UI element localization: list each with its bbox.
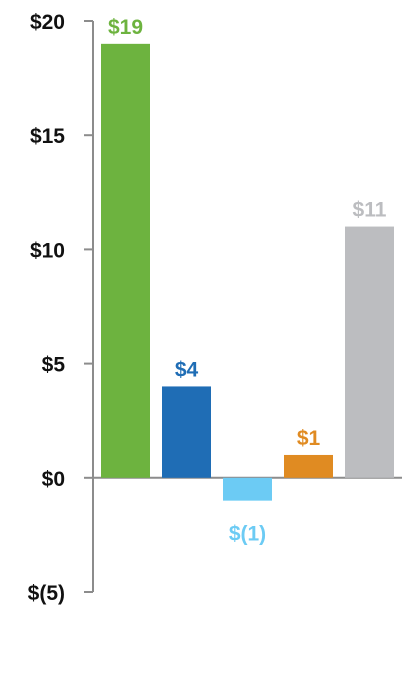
bar [101,43,150,478]
bar [345,226,394,478]
bar-value-label: $(1) [229,523,266,546]
bar-value-label: $19 [108,16,143,39]
y-tick-label: $5 [42,354,66,377]
bar-value-label: $1 [297,427,321,450]
data-labels: $19 $4 $(1) $1 $11 [108,16,387,546]
y-tick-label: $20 [30,11,65,34]
bar-value-label: $4 [175,358,199,381]
bars [101,43,394,501]
bar-value-label: $11 [353,199,387,222]
y-tick-label: $15 [30,125,65,148]
bar [162,386,211,478]
y-tick-label: $0 [42,468,65,491]
bar [284,454,333,478]
y-tick-label: $(5) [28,582,65,605]
y-tick-label: $10 [30,239,65,262]
bar [223,477,272,501]
y-axis-ticks: $20 $15 $10 $5 $0 $(5) [28,11,93,605]
